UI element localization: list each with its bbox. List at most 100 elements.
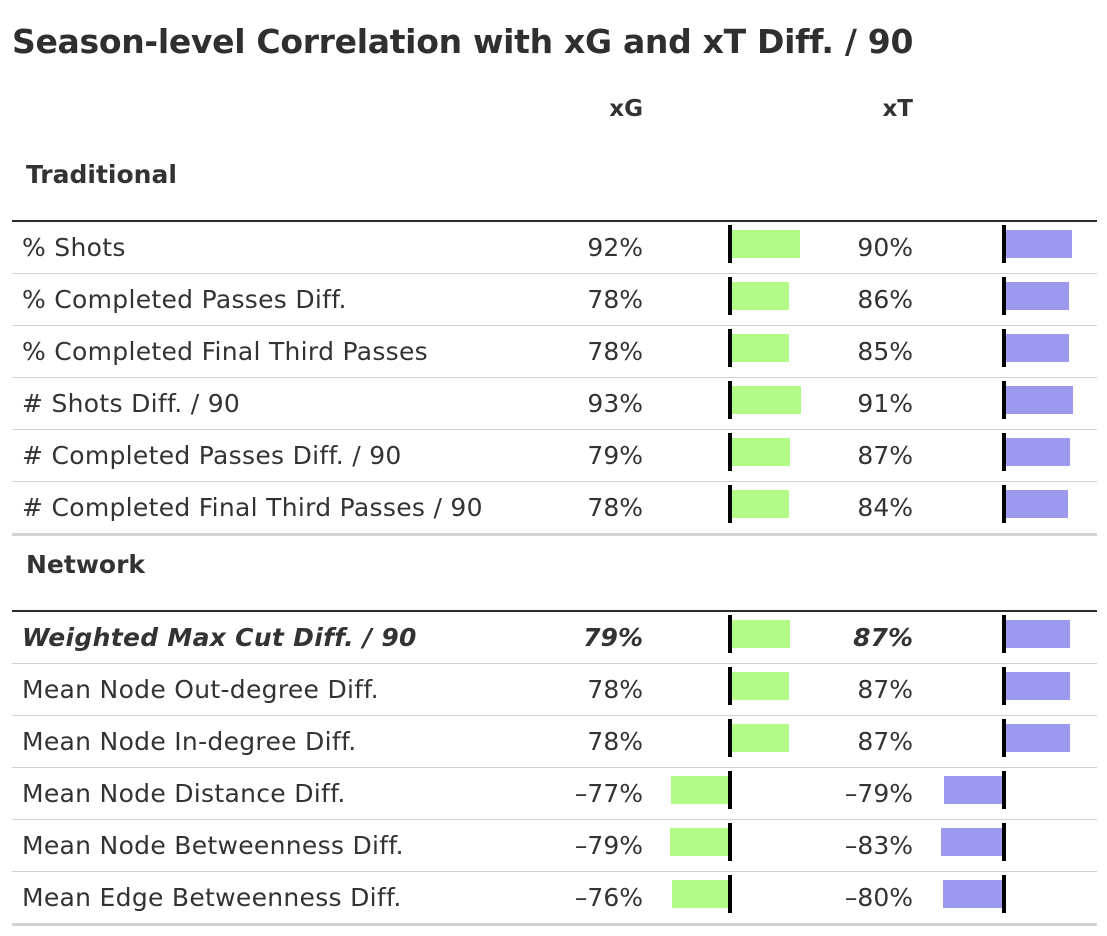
xt-zero-line [1002, 485, 1006, 523]
xt-zero-line [1002, 667, 1006, 705]
group-title: Traditional [26, 160, 177, 189]
xg-bar [730, 620, 791, 648]
xt-bar [943, 776, 1004, 804]
xt-zero-line [1002, 381, 1006, 419]
row-label: Mean Edge Betweenness Diff. [22, 883, 402, 912]
xt-bar [943, 880, 1004, 908]
xt-zero-line [1002, 719, 1006, 757]
row-label: % Completed Passes Diff. [22, 285, 347, 314]
group-rule [12, 610, 1097, 612]
xt-value-label: 86% [857, 285, 913, 314]
table-row: % Shots 92% 90% [12, 222, 1097, 274]
xt-value-label: 85% [857, 337, 913, 366]
xt-value-label: 87% [857, 441, 913, 470]
xt-bar [1004, 386, 1074, 414]
xg-zero-line [728, 433, 732, 471]
xt-zero-line [1002, 433, 1006, 471]
xt-bar [1004, 620, 1071, 648]
xg-value-label: 78% [587, 675, 643, 704]
xt-value-label: 90% [857, 233, 913, 262]
xg-zero-line [728, 771, 732, 809]
row-label: Mean Node Betweenness Diff. [22, 831, 404, 860]
xg-zero-line [728, 277, 732, 315]
xt-value-label: –79% [844, 779, 913, 808]
xt-bar [940, 828, 1004, 856]
xg-value-label: 78% [587, 727, 643, 756]
row-label: % Shots [22, 233, 126, 262]
xt-bar [1004, 724, 1071, 752]
table-row: # Shots Diff. / 90 93% 91% [12, 378, 1097, 430]
row-label: Mean Node Distance Diff. [22, 779, 346, 808]
xt-bar [1004, 490, 1068, 518]
xg-bar [730, 334, 790, 362]
xg-bar [730, 490, 790, 518]
xt-value-label: 84% [857, 493, 913, 522]
xg-value-label: 78% [587, 493, 643, 522]
xg-bar [730, 672, 790, 700]
xt-zero-line [1002, 615, 1006, 653]
row-label: Mean Node In-degree Diff. [22, 727, 357, 756]
xg-value-label: 92% [587, 233, 643, 262]
table-row: Mean Node In-degree Diff. 78% 87% [12, 716, 1097, 768]
xg-bar [730, 724, 790, 752]
xg-zero-line [728, 823, 732, 861]
xg-bar [672, 880, 730, 908]
table-row: # Completed Passes Diff. / 90 79% 87% [12, 430, 1097, 482]
row-label: Mean Node Out-degree Diff. [22, 675, 379, 704]
table-row: Mean Node Out-degree Diff. 78% 87% [12, 664, 1097, 716]
xt-zero-line [1002, 329, 1006, 367]
group-title: Network [26, 550, 146, 579]
table-row: Mean Node Distance Diff. –77% –79% [12, 768, 1097, 820]
row-label: Weighted Max Cut Diff. / 90 [22, 623, 417, 652]
xg-zero-line [728, 381, 732, 419]
xg-value-label: 79% [587, 441, 643, 470]
xt-value-label: 91% [857, 389, 913, 418]
xt-bar [1004, 334, 1069, 362]
table-row: Mean Edge Betweenness Diff. –76% –80% [12, 872, 1097, 924]
xt-zero-line [1002, 823, 1006, 861]
xg-bar [671, 776, 730, 804]
xg-bar [730, 386, 801, 414]
table-row: # Completed Final Third Passes / 90 78% 84… [12, 482, 1097, 534]
xg-zero-line [728, 719, 732, 757]
xt-bar [1004, 438, 1071, 466]
row-label: # Shots Diff. / 90 [22, 389, 241, 418]
xt-bar [1004, 282, 1070, 310]
xg-value-label: 78% [587, 285, 643, 314]
xg-zero-line [728, 225, 732, 263]
xg-value-label: 93% [587, 389, 643, 418]
row-label: % Completed Final Third Passes [22, 337, 429, 366]
xt-zero-line [1002, 875, 1006, 913]
xg-zero-line [728, 615, 732, 653]
xt-value-label: 87% [853, 623, 913, 652]
xg-bar [730, 438, 791, 466]
column-header-xg: xG [609, 96, 643, 122]
table-row: Weighted Max Cut Diff. / 90 79% 87% [12, 612, 1097, 664]
xg-bar [730, 282, 790, 310]
xg-value-label: –79% [574, 831, 643, 860]
xt-value-label: –80% [844, 883, 913, 912]
table-row: % Completed Final Third Passes 78% 85% [12, 326, 1097, 378]
xg-zero-line [728, 329, 732, 367]
group-rule [12, 220, 1097, 222]
column-header-xt: xT [882, 96, 913, 122]
xt-bar [1004, 230, 1073, 258]
xg-value-label: 79% [583, 623, 643, 652]
row-label: # Completed Final Third Passes / 90 [22, 493, 483, 522]
xg-bar [669, 828, 730, 856]
xt-zero-line [1002, 771, 1006, 809]
xg-bar [730, 230, 800, 258]
xg-value-label: 78% [587, 337, 643, 366]
row-label: # Completed Passes Diff. / 90 [22, 441, 402, 470]
xt-value-label: 87% [857, 727, 913, 756]
xt-value-label: –83% [844, 831, 913, 860]
xg-value-label: –77% [574, 779, 643, 808]
table-row: % Completed Passes Diff. 78% 86% [12, 274, 1097, 326]
chart-title: Season-level Correlation with xG and xT … [12, 22, 914, 61]
xt-zero-line [1002, 277, 1006, 315]
xt-value-label: 87% [857, 675, 913, 704]
group-end-rule [12, 923, 1097, 926]
xg-zero-line [728, 875, 732, 913]
xg-zero-line [728, 667, 732, 705]
xt-zero-line [1002, 225, 1006, 263]
